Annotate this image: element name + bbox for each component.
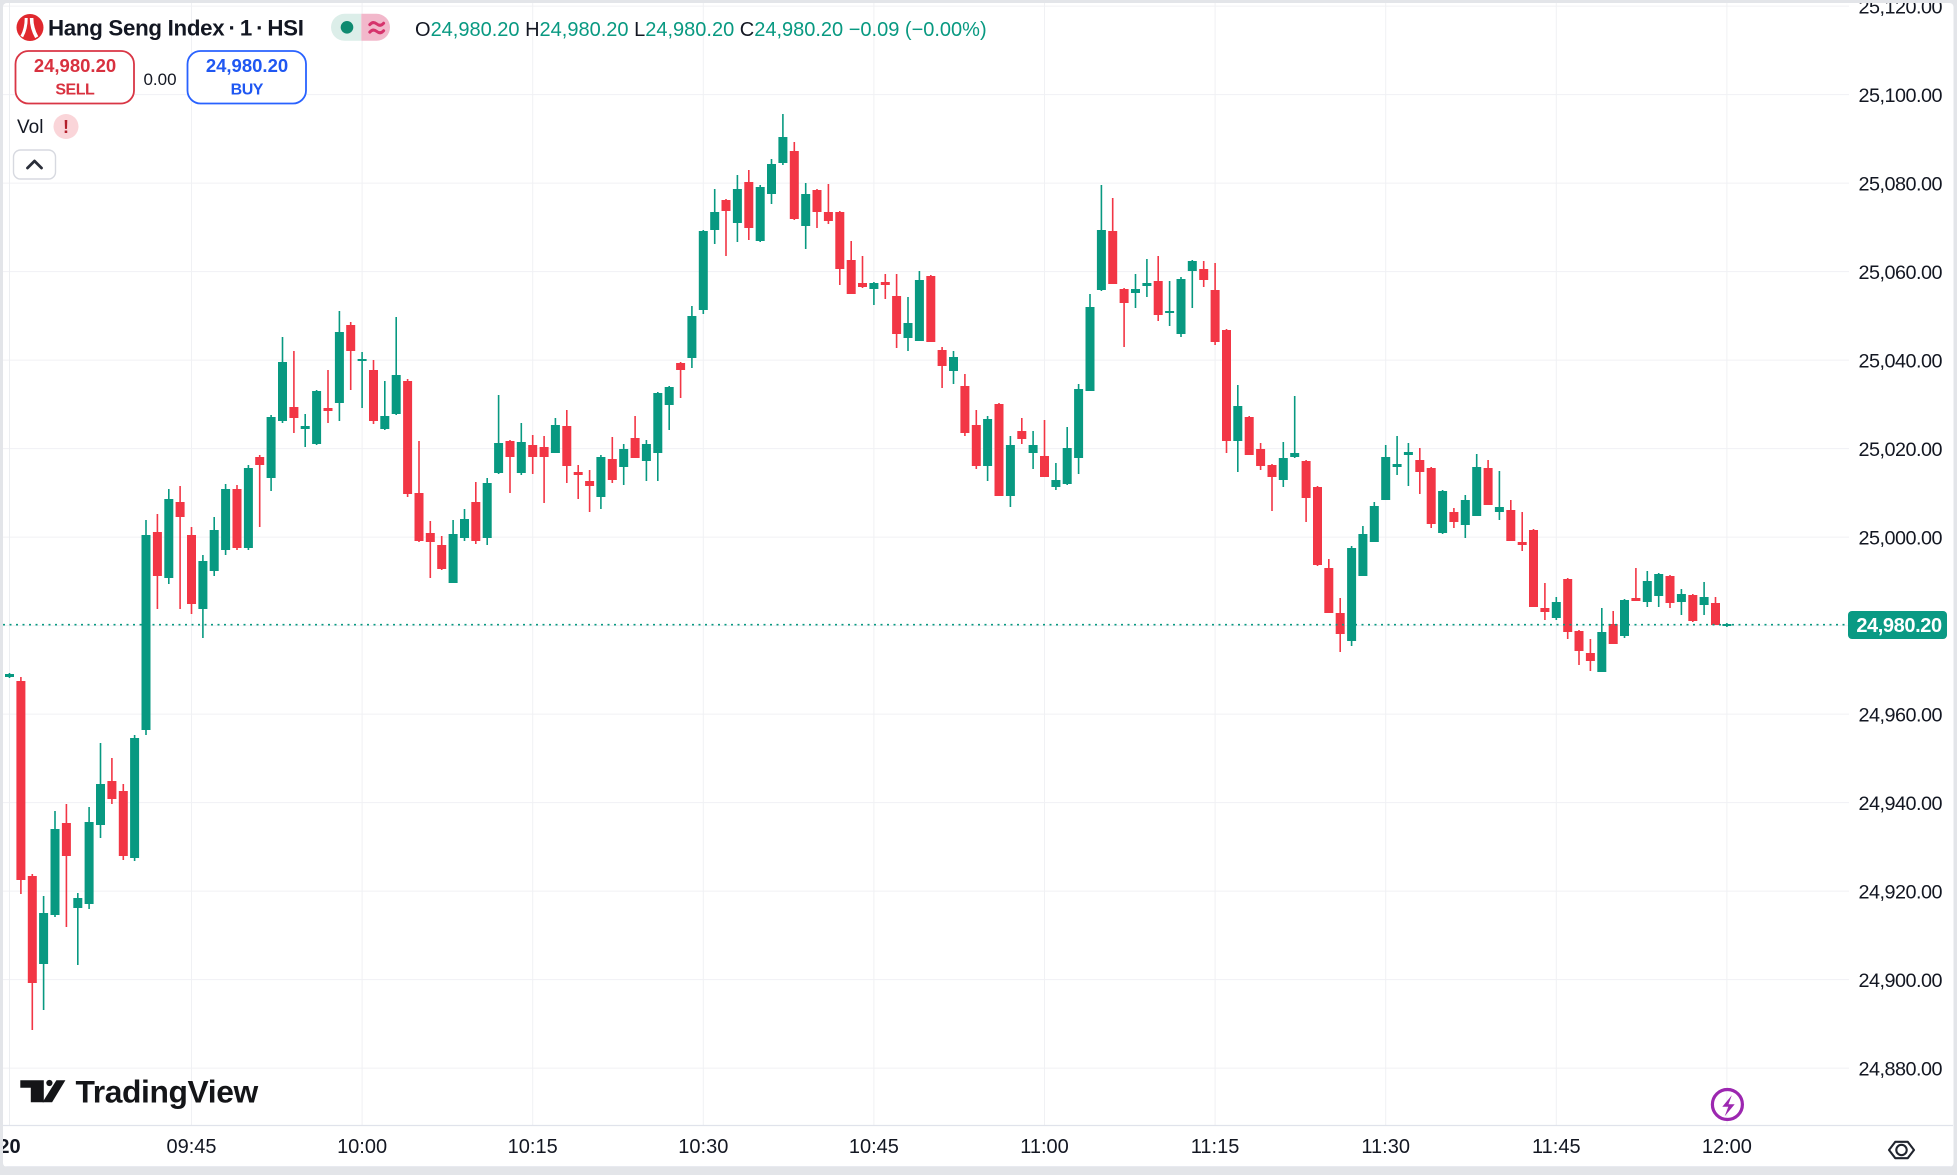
svg-text:O24,980.20 H24,980.20 L24,980.: O24,980.20 H24,980.20 L24,980.20 C24,980…: [415, 19, 987, 41]
svg-text:10:00: 10:00: [337, 1136, 387, 1158]
svg-text:24,980.20: 24,980.20: [1856, 615, 1942, 637]
svg-text:11:30: 11:30: [1361, 1136, 1410, 1158]
svg-text:25,040.00: 25,040.00: [1859, 350, 1943, 372]
svg-text:20: 20: [0, 1136, 21, 1158]
svg-text:TradingView: TradingView: [76, 1074, 259, 1110]
svg-text:!: !: [63, 117, 69, 137]
svg-text:24,960.00: 24,960.00: [1859, 704, 1943, 726]
svg-text:0.00: 0.00: [143, 70, 176, 89]
svg-text:25,020.00: 25,020.00: [1859, 439, 1943, 461]
svg-text:25,000.00: 25,000.00: [1859, 527, 1943, 549]
svg-text:11:15: 11:15: [1191, 1136, 1240, 1158]
svg-text:25,100.00: 25,100.00: [1859, 85, 1943, 107]
svg-text:24,900.00: 24,900.00: [1859, 970, 1943, 992]
svg-text:24,980.20: 24,980.20: [206, 55, 288, 76]
svg-text:BUY: BUY: [231, 82, 264, 99]
svg-text:24,920.00: 24,920.00: [1859, 881, 1943, 903]
svg-text:24,940.00: 24,940.00: [1859, 793, 1943, 815]
svg-text:11:00: 11:00: [1020, 1136, 1069, 1158]
svg-text:10:15: 10:15: [508, 1136, 558, 1158]
svg-text:24,980.20: 24,980.20: [34, 55, 116, 76]
svg-text:24,880.00: 24,880.00: [1859, 1058, 1943, 1080]
svg-text:10:45: 10:45: [849, 1136, 899, 1158]
svg-text:Hang Seng Index · 1 · HSI: Hang Seng Index · 1 · HSI: [48, 16, 304, 41]
svg-text:Vol: Vol: [17, 117, 43, 138]
svg-text:09:45: 09:45: [166, 1136, 216, 1158]
svg-text:12:00: 12:00: [1702, 1136, 1752, 1158]
svg-text:25,060.00: 25,060.00: [1859, 262, 1943, 284]
svg-text:25,080.00: 25,080.00: [1859, 173, 1943, 195]
svg-text:SELL: SELL: [55, 82, 95, 99]
svg-text:25,120.00: 25,120.00: [1859, 0, 1943, 18]
svg-text:11:45: 11:45: [1532, 1136, 1581, 1158]
svg-text:10:30: 10:30: [678, 1136, 728, 1158]
